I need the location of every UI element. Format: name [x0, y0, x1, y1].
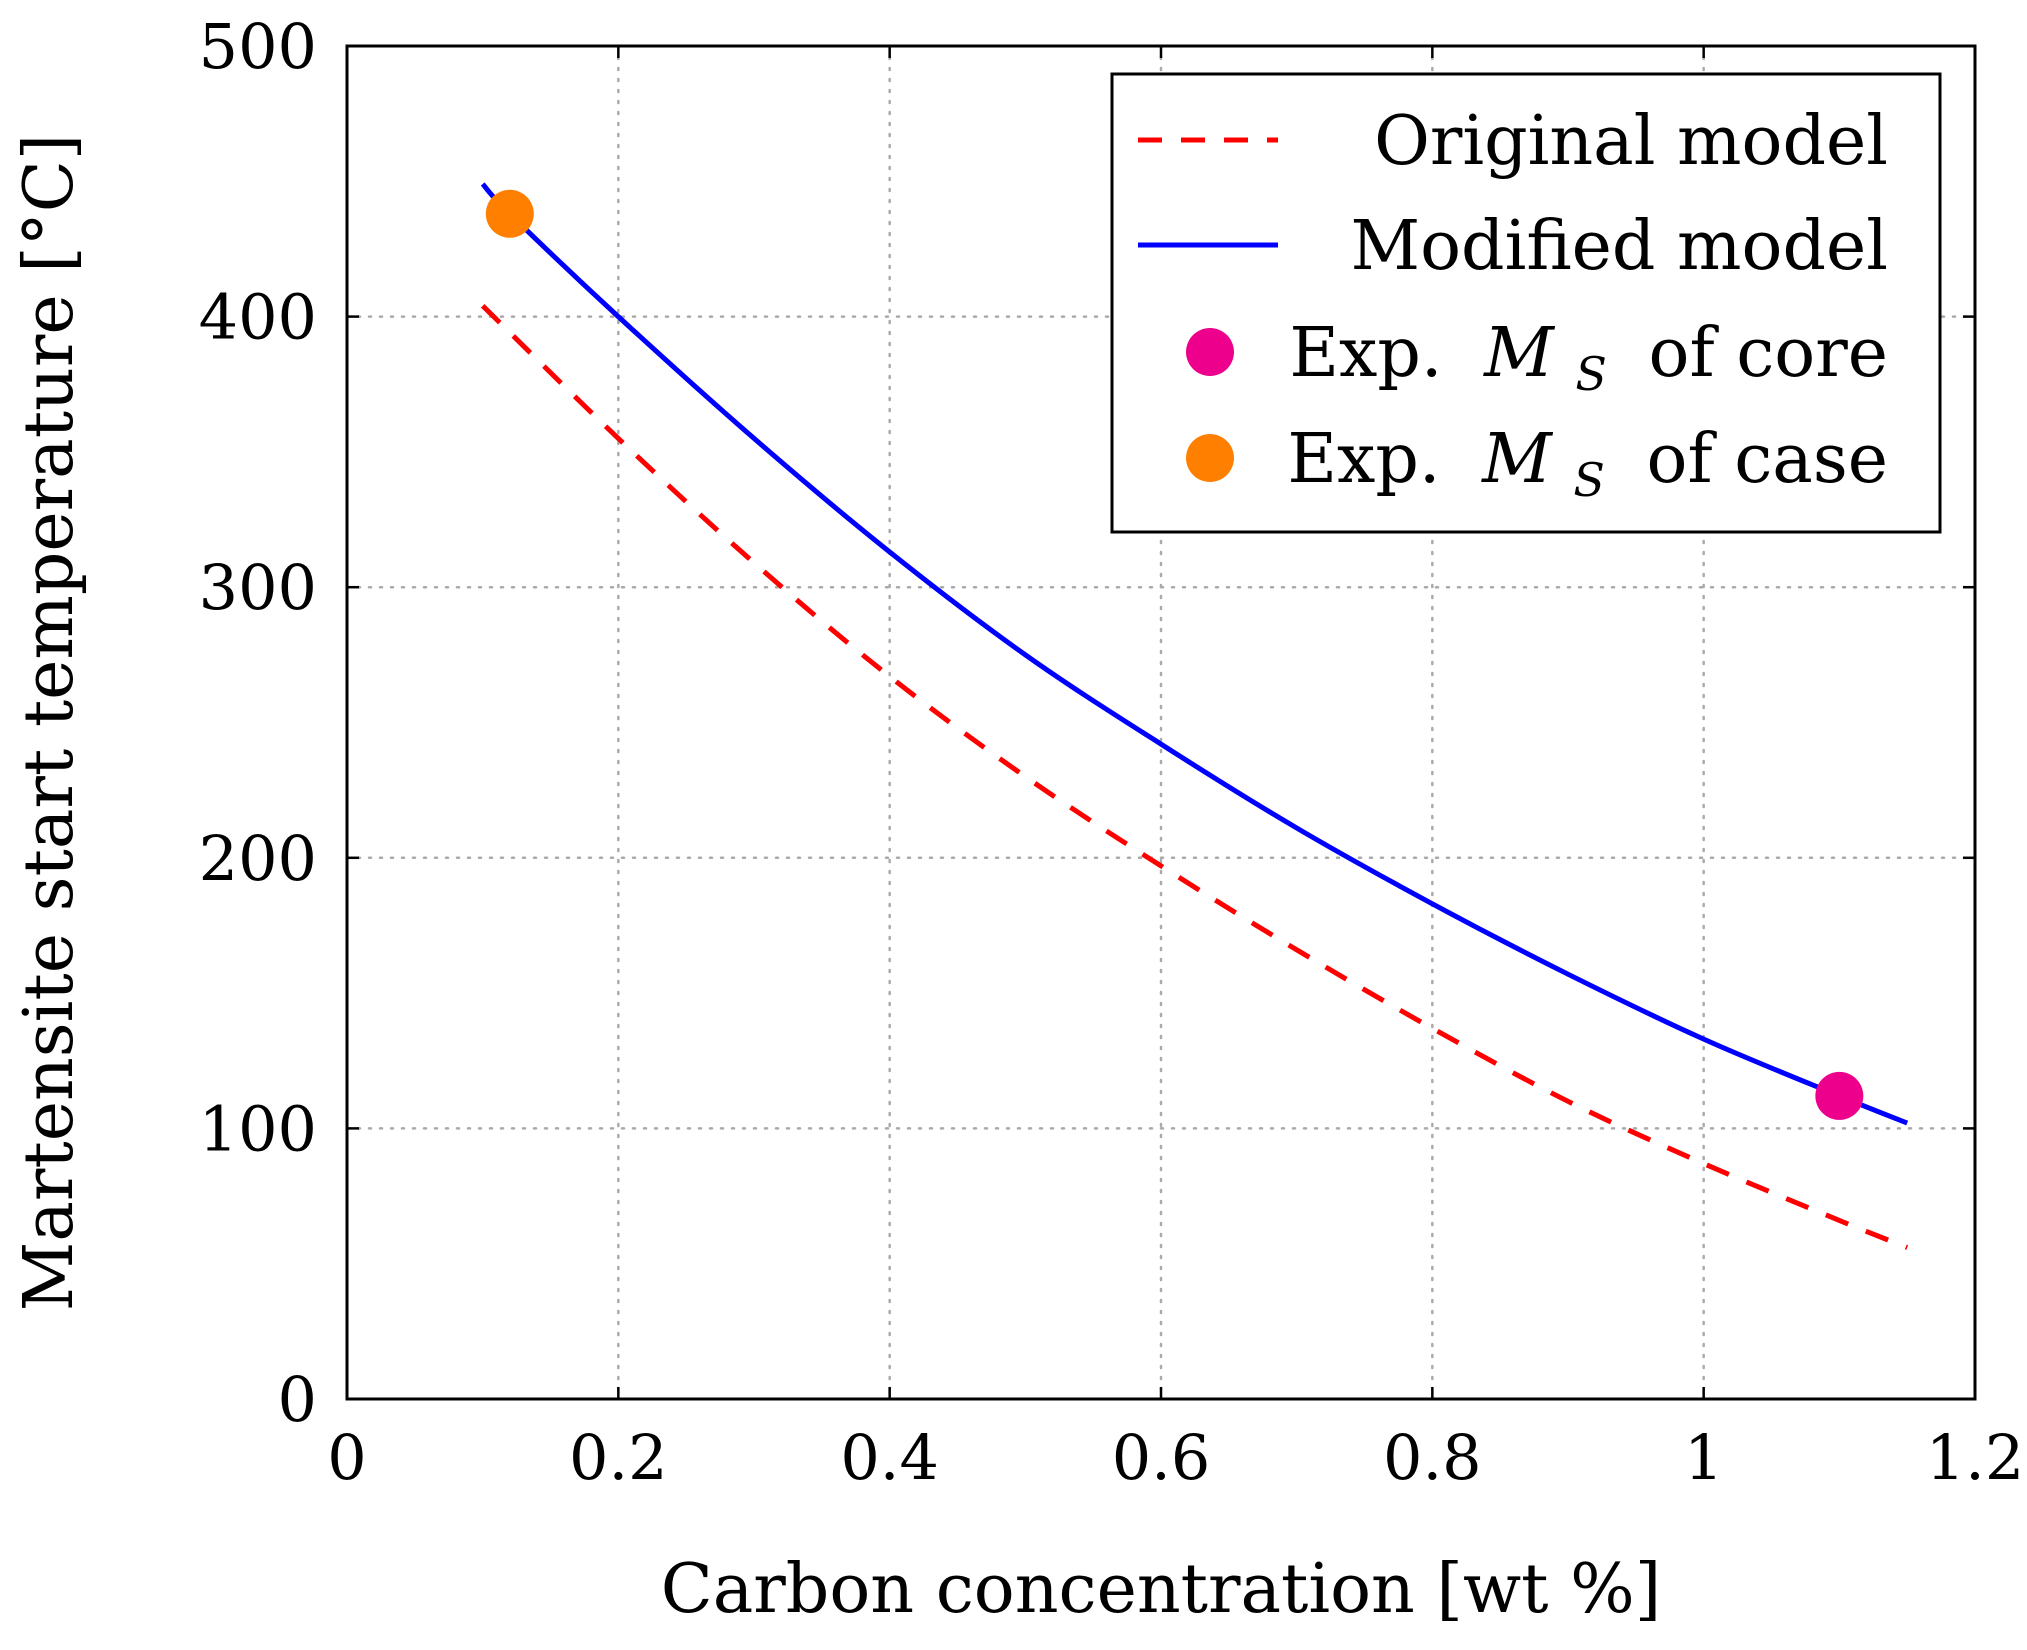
points-layer [485, 189, 1864, 1120]
x-tick-label: 0.2 [569, 1421, 668, 1494]
y-tick-label: 500 [199, 10, 317, 83]
x-tick-label: 0.6 [1112, 1421, 1211, 1494]
y-tick-label: 100 [199, 1092, 317, 1165]
x-tick-label: 1 [1684, 1421, 1723, 1494]
legend-label-case: Exp. M S of case [1287, 420, 1888, 513]
legend-case-suffix: of case [1647, 420, 1889, 499]
legend-core-symbol: M [1482, 314, 1556, 393]
x-tick-label: 0.8 [1383, 1421, 1482, 1494]
x-tick-label: 1.2 [1926, 1421, 2025, 1494]
legend-case-subscript: S [1573, 453, 1605, 507]
axis-ticks [345, 44, 1977, 1401]
legend-core-prefix: Exp. [1289, 314, 1442, 393]
legend-label-core: Exp. M S of core [1289, 314, 1888, 407]
x-tick-label: 0.4 [840, 1421, 939, 1494]
y-tick-label: 0 [278, 1363, 317, 1436]
legend-box [1110, 72, 1942, 534]
legend-core-subscript: S [1575, 347, 1607, 401]
legend-label-modified-model: Modified model [1350, 207, 1888, 286]
legend-core-suffix: of core [1649, 314, 1889, 393]
tick-labels: 0 0.2 0.4 0.6 0.8 1 1.2 0 100 200 300 400 500 [199, 10, 2025, 1494]
point-case [485, 189, 534, 238]
legend-case-prefix: Exp. [1287, 420, 1440, 499]
series-modified-model-line [480, 182, 1909, 1126]
x-tick-label: 0 [327, 1421, 366, 1494]
legend-swatch-case [1186, 434, 1234, 482]
legend-case-symbol: M [1480, 420, 1554, 499]
y-tick-label: 300 [199, 551, 317, 624]
x-axis-label: Carbon concentration [wt %] [661, 1550, 1662, 1629]
y-axis-label: Martensite start temperature [°C] [10, 134, 89, 1312]
legend-label-original-model: Original model [1374, 102, 1888, 181]
point-core [1815, 1071, 1864, 1120]
series-original-model-line [480, 304, 1909, 1250]
y-tick-label: 400 [199, 281, 317, 354]
y-tick-label: 200 [199, 822, 317, 895]
legend-swatch-core [1186, 328, 1234, 376]
series-layer [480, 182, 1909, 1250]
legend: Original model Modified model Exp. M S o… [1110, 72, 1942, 534]
